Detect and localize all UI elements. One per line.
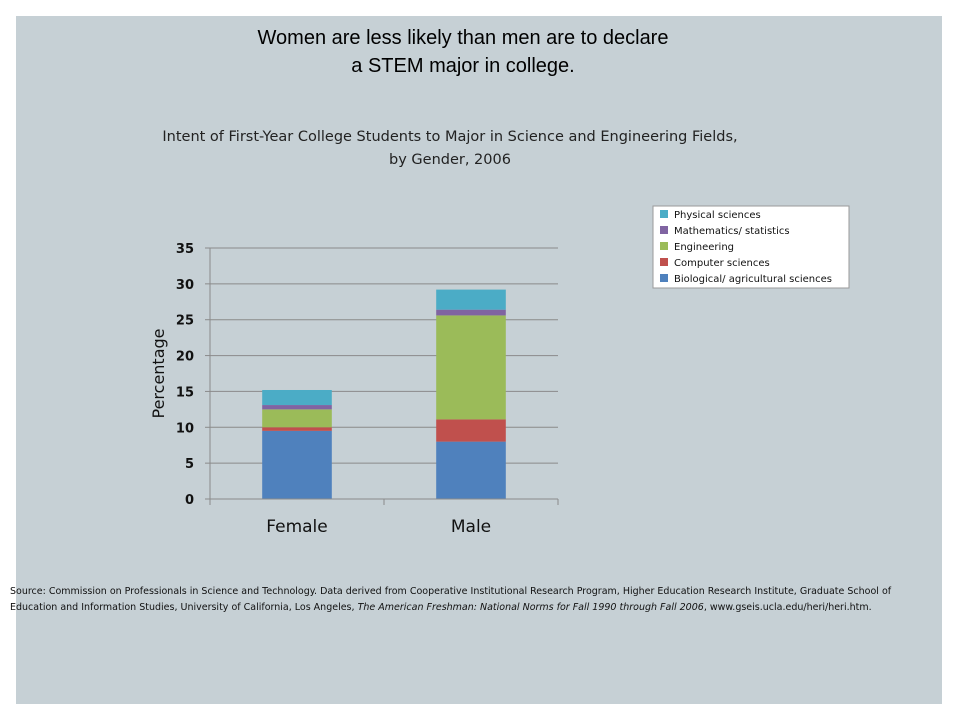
y-tick-label: 5 [185,457,194,472]
legend-swatch [660,258,668,266]
legend-label: Physical sciences [674,210,761,221]
legend-swatch [660,242,668,250]
bar-segment [436,289,506,310]
y-tick-label: 25 [176,314,194,329]
chart-title-line-2: by Gender, 2006 [389,152,511,168]
headline: Women are less likely than men are to de… [0,24,926,80]
x-tick-label: Male [451,517,491,537]
y-axis-label: Percentage [149,328,168,418]
source-prefix: Source: Commission on Professionals in S… [10,586,892,613]
bar-segment [262,389,332,406]
chart-title-line-1: Intent of First-Year College Students to… [162,129,738,145]
y-tick-label: 30 [176,278,194,293]
legend-label: Mathematics/ statistics [674,226,790,237]
legend-box [652,205,850,289]
legend: Physical sciences Mathematics/ statistics… [652,205,850,289]
source-note: Source: Commission on Professionals in S… [10,584,940,616]
y-tick-label: 10 [176,421,194,436]
chart-title: Intent of First-Year College Students to… [0,126,900,172]
legend-label: Engineering [674,242,734,253]
bar-segment [262,427,332,431]
headline-line-2: a STEM major in college. [351,55,575,77]
axes: 0 5 10 15 20 25 30 35 Female Male Percentage [149,242,559,537]
y-tick-label: 20 [176,350,194,365]
legend-swatch [660,210,668,218]
x-tick-label: Female [266,517,327,537]
stacked-bar-chart: 0 5 10 15 20 25 30 35 Female Male Percentage Physi… [149,205,850,537]
legend-swatch [660,226,668,234]
legend-label: Biological/ agricultural sciences [674,274,832,285]
source-suffix: , www.gseis.ucla.edu/heri/heri.htm. [703,602,872,613]
bar-segment [262,409,332,428]
bar-segment [262,430,332,499]
bar-segment [436,419,506,442]
y-tick-label: 15 [176,385,194,400]
bar-segment [262,405,332,410]
y-tick-label: 0 [185,493,194,508]
legend-swatch [660,274,668,282]
bar-segment [436,315,506,420]
bar-segment [436,309,506,316]
legend-label: Computer sciences [674,258,770,269]
headline-line-1: Women are less likely than men are to de… [257,27,669,49]
source-publication-title: The American Freshman: National Norms fo… [357,602,704,613]
bars [262,289,506,499]
bar-segment [436,441,506,499]
y-tick-label: 35 [176,242,194,257]
